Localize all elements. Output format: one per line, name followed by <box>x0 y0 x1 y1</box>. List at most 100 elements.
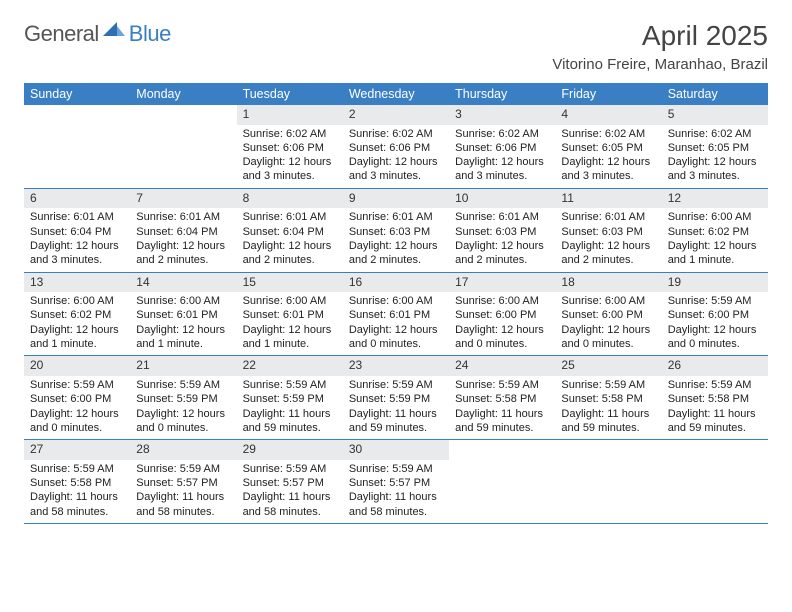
day-number: 9 <box>343 189 449 209</box>
day-number: 25 <box>555 356 661 376</box>
day-body: Sunrise: 5:59 AMSunset: 5:58 PMDaylight:… <box>24 460 130 523</box>
calendar-week-row: 20Sunrise: 5:59 AMSunset: 6:00 PMDayligh… <box>24 356 768 440</box>
day-body: Sunrise: 5:59 AMSunset: 5:59 PMDaylight:… <box>237 376 343 439</box>
day-number: 11 <box>555 189 661 209</box>
day-number: 20 <box>24 356 130 376</box>
calendar-day-cell: 12Sunrise: 6:00 AMSunset: 6:02 PMDayligh… <box>662 188 768 272</box>
day-number: 7 <box>130 189 236 209</box>
day-number: 30 <box>343 440 449 460</box>
day-body: Sunrise: 6:00 AMSunset: 6:02 PMDaylight:… <box>24 292 130 355</box>
day-body: Sunrise: 6:00 AMSunset: 6:01 PMDaylight:… <box>343 292 449 355</box>
day-body: Sunrise: 6:01 AMSunset: 6:03 PMDaylight:… <box>555 208 661 271</box>
logo-triangle-icon <box>103 20 125 41</box>
calendar-week-row: 13Sunrise: 6:00 AMSunset: 6:02 PMDayligh… <box>24 272 768 356</box>
day-number: 13 <box>24 273 130 293</box>
day-number: 27 <box>24 440 130 460</box>
logo-text-general: General <box>24 21 99 47</box>
calendar-day-cell: 10Sunrise: 6:01 AMSunset: 6:03 PMDayligh… <box>449 188 555 272</box>
calendar-day-cell: 19Sunrise: 5:59 AMSunset: 6:00 PMDayligh… <box>662 272 768 356</box>
calendar-header-cell: Friday <box>555 83 661 105</box>
calendar-day-cell: 15Sunrise: 6:00 AMSunset: 6:01 PMDayligh… <box>237 272 343 356</box>
calendar-day-cell: 27Sunrise: 5:59 AMSunset: 5:58 PMDayligh… <box>24 440 130 524</box>
calendar-day-cell: 6Sunrise: 6:01 AMSunset: 6:04 PMDaylight… <box>24 188 130 272</box>
calendar-day-cell: . <box>449 440 555 524</box>
calendar-day-cell: 17Sunrise: 6:00 AMSunset: 6:00 PMDayligh… <box>449 272 555 356</box>
calendar-day-cell: 30Sunrise: 5:59 AMSunset: 5:57 PMDayligh… <box>343 440 449 524</box>
day-number: 26 <box>662 356 768 376</box>
day-number: 16 <box>343 273 449 293</box>
day-body: Sunrise: 5:59 AMSunset: 6:00 PMDaylight:… <box>24 376 130 439</box>
calendar-week-row: 6Sunrise: 6:01 AMSunset: 6:04 PMDaylight… <box>24 188 768 272</box>
calendar-day-cell: 9Sunrise: 6:01 AMSunset: 6:03 PMDaylight… <box>343 188 449 272</box>
calendar-day-cell: 16Sunrise: 6:00 AMSunset: 6:01 PMDayligh… <box>343 272 449 356</box>
day-body: Sunrise: 5:59 AMSunset: 5:59 PMDaylight:… <box>343 376 449 439</box>
calendar-day-cell: 25Sunrise: 5:59 AMSunset: 5:58 PMDayligh… <box>555 356 661 440</box>
day-body: Sunrise: 6:01 AMSunset: 6:04 PMDaylight:… <box>24 208 130 271</box>
calendar-day-cell: 3Sunrise: 6:02 AMSunset: 6:06 PMDaylight… <box>449 105 555 188</box>
calendar-body: ..1Sunrise: 6:02 AMSunset: 6:06 PMDaylig… <box>24 105 768 523</box>
calendar-day-cell: 5Sunrise: 6:02 AMSunset: 6:05 PMDaylight… <box>662 105 768 188</box>
calendar-day-cell: 20Sunrise: 5:59 AMSunset: 6:00 PMDayligh… <box>24 356 130 440</box>
day-number: 28 <box>130 440 236 460</box>
calendar-header-cell: Tuesday <box>237 83 343 105</box>
day-number: 5 <box>662 105 768 125</box>
day-body: Sunrise: 5:59 AMSunset: 5:58 PMDaylight:… <box>555 376 661 439</box>
page-title: April 2025 <box>642 20 768 52</box>
calendar-day-cell: 14Sunrise: 6:00 AMSunset: 6:01 PMDayligh… <box>130 272 236 356</box>
day-body: Sunrise: 5:59 AMSunset: 5:58 PMDaylight:… <box>449 376 555 439</box>
day-number: 15 <box>237 273 343 293</box>
day-number: 12 <box>662 189 768 209</box>
day-body: Sunrise: 6:00 AMSunset: 6:02 PMDaylight:… <box>662 208 768 271</box>
location-subtitle: Vitorino Freire, Maranhao, Brazil <box>24 56 768 73</box>
day-body: Sunrise: 6:00 AMSunset: 6:01 PMDaylight:… <box>130 292 236 355</box>
day-body: Sunrise: 5:59 AMSunset: 5:57 PMDaylight:… <box>130 460 236 523</box>
calendar-day-cell: . <box>130 105 236 188</box>
day-number: 8 <box>237 189 343 209</box>
day-body: Sunrise: 5:59 AMSunset: 6:00 PMDaylight:… <box>662 292 768 355</box>
day-body: Sunrise: 5:59 AMSunset: 5:57 PMDaylight:… <box>237 460 343 523</box>
calendar-day-cell: 24Sunrise: 5:59 AMSunset: 5:58 PMDayligh… <box>449 356 555 440</box>
day-number: 2 <box>343 105 449 125</box>
logo-text-blue: Blue <box>129 21 171 47</box>
day-body: Sunrise: 6:01 AMSunset: 6:03 PMDaylight:… <box>343 208 449 271</box>
day-number: 21 <box>130 356 236 376</box>
day-number: 4 <box>555 105 661 125</box>
calendar-day-cell: 26Sunrise: 5:59 AMSunset: 5:58 PMDayligh… <box>662 356 768 440</box>
calendar-day-cell: 11Sunrise: 6:01 AMSunset: 6:03 PMDayligh… <box>555 188 661 272</box>
logo: General Blue <box>24 20 171 47</box>
calendar-day-cell: . <box>662 440 768 524</box>
calendar-header-cell: Wednesday <box>343 83 449 105</box>
calendar-day-cell: 29Sunrise: 5:59 AMSunset: 5:57 PMDayligh… <box>237 440 343 524</box>
day-number: 22 <box>237 356 343 376</box>
day-number: 19 <box>662 273 768 293</box>
calendar-day-cell: . <box>555 440 661 524</box>
calendar-day-cell: 22Sunrise: 5:59 AMSunset: 5:59 PMDayligh… <box>237 356 343 440</box>
day-body: Sunrise: 6:01 AMSunset: 6:04 PMDaylight:… <box>237 208 343 271</box>
calendar-day-cell: 8Sunrise: 6:01 AMSunset: 6:04 PMDaylight… <box>237 188 343 272</box>
calendar-day-cell: 13Sunrise: 6:00 AMSunset: 6:02 PMDayligh… <box>24 272 130 356</box>
calendar-header-cell: Sunday <box>24 83 130 105</box>
calendar-header-cell: Thursday <box>449 83 555 105</box>
day-number: 3 <box>449 105 555 125</box>
calendar-header-cell: Monday <box>130 83 236 105</box>
day-number: 29 <box>237 440 343 460</box>
calendar-week-row: ..1Sunrise: 6:02 AMSunset: 6:06 PMDaylig… <box>24 105 768 188</box>
calendar-week-row: 27Sunrise: 5:59 AMSunset: 5:58 PMDayligh… <box>24 440 768 524</box>
day-number: 14 <box>130 273 236 293</box>
day-body: Sunrise: 6:01 AMSunset: 6:04 PMDaylight:… <box>130 208 236 271</box>
calendar-day-cell: 2Sunrise: 6:02 AMSunset: 6:06 PMDaylight… <box>343 105 449 188</box>
calendar-day-cell: 1Sunrise: 6:02 AMSunset: 6:06 PMDaylight… <box>237 105 343 188</box>
day-body: Sunrise: 6:00 AMSunset: 6:00 PMDaylight:… <box>449 292 555 355</box>
day-body: Sunrise: 6:02 AMSunset: 6:05 PMDaylight:… <box>662 125 768 188</box>
day-number: 23 <box>343 356 449 376</box>
day-number: 24 <box>449 356 555 376</box>
calendar-day-cell: . <box>24 105 130 188</box>
day-body: Sunrise: 6:01 AMSunset: 6:03 PMDaylight:… <box>449 208 555 271</box>
calendar-header-row: SundayMondayTuesdayWednesdayThursdayFrid… <box>24 83 768 105</box>
day-body: Sunrise: 6:02 AMSunset: 6:06 PMDaylight:… <box>449 125 555 188</box>
day-number: 17 <box>449 273 555 293</box>
day-body: Sunrise: 6:00 AMSunset: 6:00 PMDaylight:… <box>555 292 661 355</box>
day-body: Sunrise: 5:59 AMSunset: 5:59 PMDaylight:… <box>130 376 236 439</box>
calendar-header-cell: Saturday <box>662 83 768 105</box>
calendar-day-cell: 7Sunrise: 6:01 AMSunset: 6:04 PMDaylight… <box>130 188 236 272</box>
